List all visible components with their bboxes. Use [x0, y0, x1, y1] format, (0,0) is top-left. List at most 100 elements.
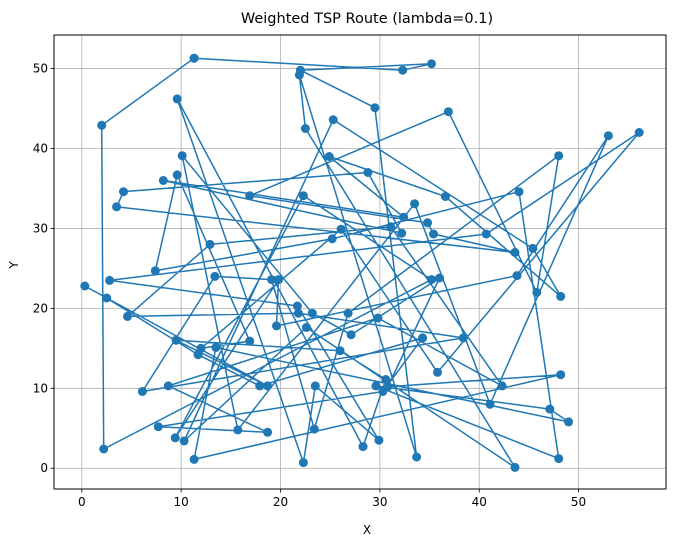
route-point [556, 291, 566, 301]
route-point [210, 271, 220, 281]
route-point [554, 151, 564, 161]
route-point [412, 452, 422, 462]
route-point [298, 191, 308, 201]
route-line [84, 57, 640, 469]
y-tick-label: 10 [33, 381, 48, 395]
route-point [170, 433, 180, 443]
route-point [443, 107, 453, 117]
route-point [233, 425, 243, 435]
route-points [80, 53, 644, 472]
route-point [564, 417, 574, 427]
route-point [307, 308, 317, 318]
route-point [153, 422, 163, 432]
route-point [292, 301, 302, 311]
route-point [435, 273, 444, 283]
plot-frame [53, 34, 667, 490]
route-point [298, 458, 308, 468]
route-point [397, 228, 407, 238]
route-point [105, 275, 115, 285]
route-point [346, 330, 356, 340]
route-point [294, 70, 304, 80]
route-point [373, 313, 383, 323]
route-point [123, 311, 132, 321]
route-point [427, 59, 436, 69]
route-point [433, 367, 442, 377]
route-path [84, 57, 640, 469]
x-tick-label: 50 [571, 495, 586, 509]
x-tick-label: 0 [78, 495, 86, 509]
route-point [263, 427, 273, 437]
route-point [309, 424, 319, 434]
route-point [381, 375, 391, 384]
route-point [172, 94, 182, 104]
route-point [205, 239, 215, 249]
route-point [510, 462, 520, 472]
route-point [554, 454, 564, 464]
route-point [429, 229, 438, 239]
route-point [497, 381, 507, 391]
x-tick-label: 10 [174, 495, 189, 509]
route-point [327, 234, 337, 244]
route-point [119, 187, 128, 197]
route-point [399, 212, 409, 222]
route-point [263, 381, 273, 391]
x-axis-ticks: 0 10 20 30 40 50 [78, 489, 586, 509]
route-point [177, 151, 187, 161]
route-point [245, 336, 255, 346]
route-point [370, 103, 380, 113]
route-point [374, 435, 384, 445]
route-point [481, 229, 491, 239]
route-point [328, 115, 338, 125]
route-point [363, 168, 373, 177]
y-tick-label: 20 [33, 301, 48, 315]
route-point [272, 321, 281, 331]
route-point [301, 323, 311, 332]
route-point [310, 381, 320, 391]
route-point [102, 293, 112, 303]
route-point [358, 442, 368, 452]
route-point [163, 381, 173, 391]
route-point [171, 335, 181, 345]
route-point [545, 404, 555, 414]
route-point [485, 399, 495, 409]
route-point [335, 346, 345, 356]
route-point [514, 187, 524, 197]
y-tick-label: 30 [33, 221, 48, 235]
y-tick-label: 50 [33, 62, 48, 76]
route-point [99, 444, 109, 454]
route-point [410, 199, 420, 209]
route-point [336, 224, 346, 234]
route-point [532, 287, 542, 297]
route-point [97, 120, 107, 130]
route-point [255, 381, 265, 391]
route-point [150, 266, 160, 276]
route-point [112, 202, 122, 212]
route-point [510, 247, 520, 257]
route-point [196, 343, 206, 353]
route-point [80, 281, 90, 291]
route-point [383, 382, 393, 392]
y-tick-label: 0 [40, 461, 48, 475]
route-point [423, 218, 433, 228]
x-axis-label: X [363, 523, 371, 537]
y-tick-label: 40 [33, 142, 48, 156]
route-point [427, 275, 436, 285]
route-point [137, 387, 147, 396]
route-point [634, 128, 644, 137]
route-point [440, 192, 450, 201]
chart-title: Weighted TSP Route (lambda=0.1) [241, 11, 493, 27]
y-axis-label: Y [7, 261, 21, 270]
route-point [179, 436, 189, 446]
route-point [158, 176, 168, 185]
route-point [211, 343, 221, 352]
route-point [267, 275, 277, 285]
route-point [556, 370, 566, 380]
route-point [458, 333, 468, 343]
x-tick-label: 20 [273, 495, 288, 509]
y-axis-ticks: 0 10 20 30 40 50 [33, 62, 54, 475]
route-point [371, 381, 381, 391]
route-point [398, 65, 408, 75]
route-point [603, 131, 613, 141]
route-point [189, 454, 199, 464]
